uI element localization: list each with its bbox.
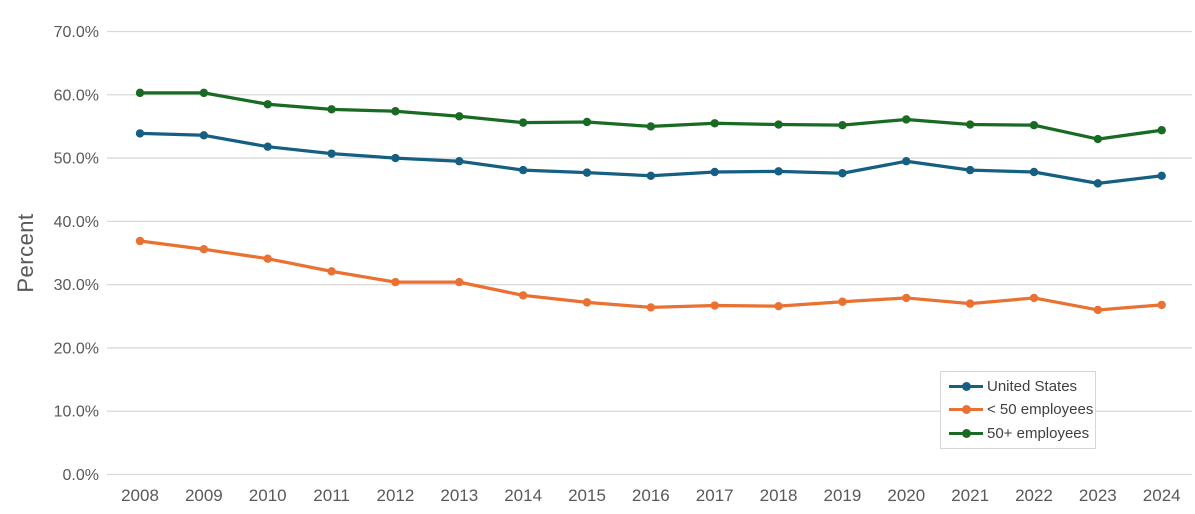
data-point-united-states xyxy=(710,167,719,177)
data-point-50-employees xyxy=(838,297,847,306)
data-point-50-employees xyxy=(391,107,400,116)
data-point-50-employees xyxy=(391,277,400,287)
y-axis-title: Percent xyxy=(13,213,38,293)
x-tick-label: 2019 xyxy=(824,486,862,505)
data-point-50-employees xyxy=(1093,134,1103,144)
y-tick-label: 60.0% xyxy=(54,87,99,104)
legend: United States < 50 employees 50+ employe… xyxy=(940,371,1096,449)
data-point-united-states xyxy=(646,171,656,180)
data-point-50-employees xyxy=(965,299,975,308)
legend-item-united-states: United States xyxy=(949,376,1095,398)
data-point-50-employees xyxy=(965,120,975,129)
legend-item-under-50-employees: < 50 employees xyxy=(949,399,1095,421)
data-point-50-employees xyxy=(518,118,528,127)
x-tick-label: 2013 xyxy=(440,486,478,505)
data-point-united-states xyxy=(838,169,847,178)
data-point-united-states xyxy=(327,149,336,158)
legend-marker-united-states xyxy=(949,382,983,392)
x-tick-label: 2011 xyxy=(313,486,350,505)
x-tick-label: 2017 xyxy=(696,486,734,505)
x-tick-label: 2020 xyxy=(887,486,925,505)
legend-marker-50-plus-employees xyxy=(949,428,983,438)
data-point-united-states xyxy=(263,142,272,151)
data-point-50-employees xyxy=(327,267,336,276)
data-point-50-employees xyxy=(1029,120,1039,130)
data-point-50-employees xyxy=(902,293,911,303)
data-point-50-employees xyxy=(646,303,656,312)
x-tick-label: 2008 xyxy=(121,486,159,505)
data-point-50-employees xyxy=(1157,126,1166,135)
data-point-united-states xyxy=(455,157,464,166)
data-point-50-employees xyxy=(646,122,656,131)
data-point-united-states xyxy=(1157,171,1166,180)
data-point-united-states xyxy=(1093,179,1103,188)
data-point-50-employees xyxy=(327,105,336,114)
x-tick-label: 2022 xyxy=(1015,486,1053,505)
data-point-50-employees xyxy=(774,120,783,129)
data-point-50-employees xyxy=(263,254,272,263)
y-tick-label: 70.0% xyxy=(54,24,99,41)
data-point-50-employees xyxy=(455,277,464,287)
data-point-50-employees xyxy=(199,88,209,98)
x-tick-label: 2023 xyxy=(1079,486,1117,505)
x-tick-label: 2009 xyxy=(185,486,223,505)
series-line-50-employees xyxy=(138,91,1164,141)
data-point-united-states xyxy=(774,167,783,176)
data-point-united-states xyxy=(391,153,400,163)
series-line-50-employees xyxy=(138,239,1164,312)
data-point-united-states xyxy=(199,131,209,140)
data-point-50-employees xyxy=(710,301,719,310)
data-point-50-employees xyxy=(582,298,592,307)
x-tick-label: 2018 xyxy=(760,486,798,505)
data-point-50-employees xyxy=(710,119,719,128)
data-point-united-states xyxy=(1029,167,1039,177)
data-point-united-states xyxy=(902,157,911,166)
data-point-united-states xyxy=(582,168,592,177)
data-point-50-employees xyxy=(518,291,528,300)
data-point-united-states xyxy=(965,165,975,175)
legend-marker-under-50-employees xyxy=(949,405,983,415)
y-tick-label: 50.0% xyxy=(54,151,99,168)
data-point-50-employees xyxy=(199,245,209,254)
data-point-50-employees xyxy=(455,112,464,121)
data-point-50-employees xyxy=(1157,300,1166,310)
y-tick-label: 0.0% xyxy=(63,467,99,484)
data-point-united-states xyxy=(135,129,145,138)
legend-label-50-plus-employees: 50+ employees xyxy=(987,424,1090,442)
y-tick-label: 40.0% xyxy=(54,214,99,231)
x-tick-label: 2015 xyxy=(568,486,606,505)
data-point-50-employees xyxy=(1093,305,1103,315)
legend-label-under-50-employees: < 50 employees xyxy=(987,401,1094,419)
x-tick-label: 2012 xyxy=(377,486,415,505)
x-tick-label: 2010 xyxy=(249,486,287,505)
data-point-50-employees xyxy=(582,117,592,127)
data-point-50-employees xyxy=(263,100,272,109)
data-point-50-employees xyxy=(902,115,911,124)
x-tick-label: 2016 xyxy=(632,486,670,505)
x-tick-label: 2021 xyxy=(951,486,989,505)
data-point-50-employees xyxy=(135,236,145,246)
y-tick-label: 20.0% xyxy=(54,340,99,357)
data-point-50-employees xyxy=(135,88,145,98)
x-tick-label: 2024 xyxy=(1143,486,1181,505)
data-point-united-states xyxy=(518,165,528,175)
data-point-50-employees xyxy=(838,120,847,130)
y-tick-label: 10.0% xyxy=(54,404,99,421)
data-point-50-employees xyxy=(1029,293,1039,303)
x-tick-label: 2014 xyxy=(504,486,542,505)
legend-item-50-plus-employees: 50+ employees xyxy=(949,422,1095,444)
legend-label-united-states: United States xyxy=(987,378,1078,396)
data-point-50-employees xyxy=(774,301,783,311)
y-tick-label: 30.0% xyxy=(54,277,99,294)
